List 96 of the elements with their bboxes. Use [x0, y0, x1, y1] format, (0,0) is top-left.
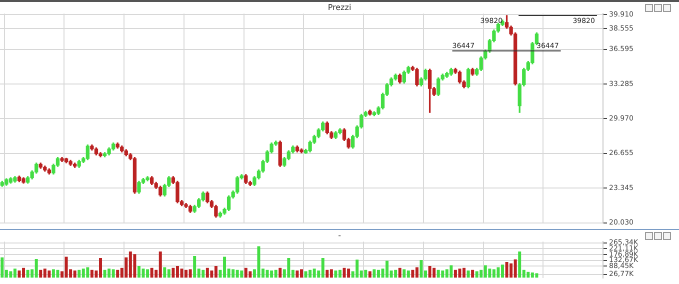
bar: [394, 270, 398, 278]
bar: [146, 269, 150, 278]
bar: [248, 271, 252, 278]
bar: [73, 270, 76, 278]
bar: [514, 259, 517, 278]
bar: [202, 270, 205, 278]
bar: [428, 266, 432, 278]
bar: [518, 251, 522, 278]
bar: [193, 256, 196, 278]
bar: [368, 271, 372, 278]
bar: [86, 267, 90, 278]
bar: [13, 268, 16, 278]
bar: [436, 270, 440, 278]
bar: [330, 269, 333, 278]
bar: [184, 270, 188, 278]
bar: [475, 271, 478, 278]
bar: [308, 270, 312, 278]
bar: [270, 270, 274, 278]
bar: [480, 270, 483, 278]
bar: [257, 246, 260, 278]
bar: [466, 270, 470, 278]
bar: [530, 272, 534, 278]
bar: [112, 269, 115, 278]
bar: [420, 260, 423, 278]
bar: [402, 269, 406, 278]
chart-title: -: [338, 230, 342, 240]
bar: [321, 258, 324, 278]
bar: [334, 270, 338, 278]
bar: [180, 268, 184, 278]
bar: [364, 270, 368, 278]
bar: [240, 270, 244, 278]
bar: [133, 254, 136, 278]
chart-title: Prezzi: [328, 2, 352, 12]
bar: [505, 262, 508, 278]
bar: [34, 258, 38, 278]
bar: [52, 269, 55, 278]
bar: [454, 270, 457, 278]
bar: [471, 270, 474, 278]
bar: [39, 270, 42, 278]
bar: [64, 256, 68, 278]
bar: [56, 270, 60, 278]
bar: [287, 258, 290, 278]
bar: [296, 270, 299, 278]
bar: [312, 268, 316, 278]
bar: [167, 269, 170, 278]
bar: [43, 268, 46, 278]
bar: [278, 268, 282, 278]
bar: [232, 269, 235, 278]
bar: [214, 266, 218, 278]
bar: [415, 267, 418, 278]
bar: [163, 267, 166, 278]
bar: [510, 263, 513, 278]
bar: [78, 270, 81, 278]
bar: [372, 269, 376, 278]
bar: [304, 271, 308, 278]
bar: [188, 269, 192, 278]
bar: [158, 251, 162, 278]
bar: [326, 270, 329, 278]
bar: [535, 273, 538, 278]
bar: [488, 268, 492, 278]
bar: [150, 268, 154, 278]
bar: [411, 270, 414, 278]
bar: [90, 270, 94, 278]
bar: [526, 272, 530, 278]
bar: [484, 265, 487, 278]
bar: [356, 260, 359, 278]
bar: [458, 268, 462, 278]
bar: [236, 270, 239, 278]
bar: [116, 270, 120, 278]
bar: [244, 268, 248, 278]
bar: [9, 271, 12, 278]
bar: [450, 265, 453, 278]
bar: [26, 270, 30, 278]
bar: [274, 270, 278, 278]
bar: [103, 270, 106, 278]
bar: [128, 251, 132, 278]
bar: [108, 268, 111, 278]
bar: [342, 268, 346, 278]
bar: [48, 270, 51, 278]
bar: [338, 270, 342, 278]
bar: [206, 268, 209, 278]
bar: [142, 268, 145, 278]
bar: [432, 268, 436, 278]
bar: [0, 257, 4, 278]
bar: [492, 269, 496, 278]
bar: [18, 270, 21, 278]
bar: [82, 268, 85, 278]
bar: [441, 270, 444, 278]
bar: [398, 268, 402, 278]
bar: [406, 270, 410, 278]
bar: [445, 269, 448, 278]
bar: [172, 268, 175, 278]
bar: [386, 260, 389, 278]
bar: [266, 270, 269, 278]
bar: [347, 268, 350, 278]
bar: [496, 267, 500, 278]
